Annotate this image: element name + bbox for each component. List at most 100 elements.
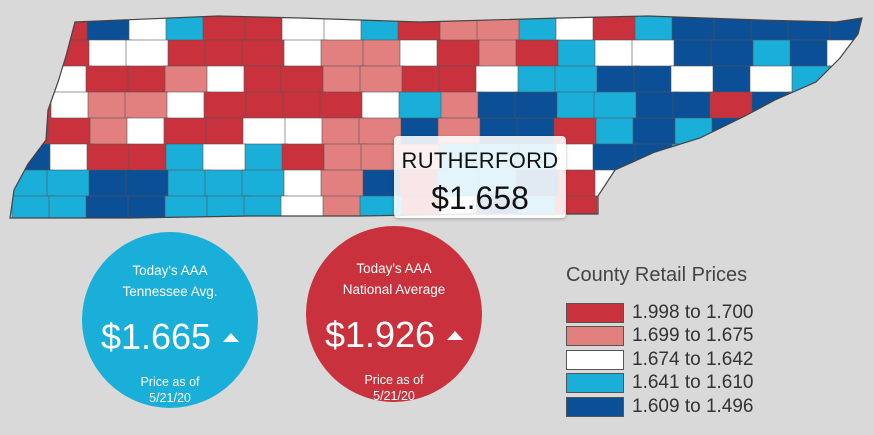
county-shape[interactable] xyxy=(361,91,406,121)
county-shape[interactable] xyxy=(86,14,131,43)
county-shape[interactable] xyxy=(750,143,795,173)
county-shape[interactable] xyxy=(281,143,326,173)
county-shape[interactable] xyxy=(320,169,365,199)
county-shape[interactable] xyxy=(478,39,523,69)
county-shape[interactable] xyxy=(829,14,873,43)
county-shape[interactable] xyxy=(710,39,755,69)
county-shape[interactable] xyxy=(592,143,637,173)
county-shape[interactable] xyxy=(204,169,249,199)
county-shape[interactable] xyxy=(49,14,94,43)
county-shape[interactable] xyxy=(283,169,328,199)
county-shape[interactable] xyxy=(323,14,368,43)
county-shape[interactable] xyxy=(751,91,796,121)
county-shape[interactable] xyxy=(360,14,405,43)
county-shape[interactable] xyxy=(476,14,521,43)
county-shape[interactable] xyxy=(165,143,210,173)
county-shape[interactable] xyxy=(206,65,251,95)
county-shape[interactable] xyxy=(163,117,208,147)
county-shape[interactable] xyxy=(827,117,871,147)
county-shape[interactable] xyxy=(203,91,248,121)
county-shape[interactable] xyxy=(750,14,795,43)
county-shape[interactable] xyxy=(243,195,288,224)
county-shape[interactable] xyxy=(439,14,484,43)
county-shape[interactable] xyxy=(557,39,602,69)
county-shape[interactable] xyxy=(127,195,172,224)
county-shape[interactable] xyxy=(475,65,520,95)
county-shape[interactable] xyxy=(206,195,251,224)
county-shape[interactable] xyxy=(787,14,832,43)
county-shape[interactable] xyxy=(594,169,639,199)
county-shape[interactable] xyxy=(592,14,637,43)
county-shape[interactable] xyxy=(594,39,639,69)
county-shape[interactable] xyxy=(322,65,367,95)
county-shape[interactable] xyxy=(85,65,130,95)
county-shape[interactable] xyxy=(88,169,133,199)
county-shape[interactable] xyxy=(85,195,130,224)
county-shape[interactable] xyxy=(164,195,209,224)
county-shape[interactable] xyxy=(10,169,54,199)
county-shape[interactable] xyxy=(399,39,444,69)
county-shape[interactable] xyxy=(632,117,677,147)
county-shape[interactable] xyxy=(125,39,170,69)
county-shape[interactable] xyxy=(202,14,247,43)
county-shape[interactable] xyxy=(670,65,715,95)
county-shape[interactable] xyxy=(281,14,326,43)
county-shape[interactable] xyxy=(397,14,442,43)
county-shape[interactable] xyxy=(167,169,212,199)
county-shape[interactable] xyxy=(128,143,173,173)
county-shape[interactable] xyxy=(713,143,758,173)
county-shape[interactable] xyxy=(10,39,54,69)
county-shape[interactable] xyxy=(515,39,560,69)
county-shape[interactable] xyxy=(245,91,290,121)
county-shape[interactable] xyxy=(554,65,599,95)
county-shape[interactable] xyxy=(280,195,325,224)
county-shape[interactable] xyxy=(788,91,833,121)
county-shape[interactable] xyxy=(633,65,678,95)
county-shape[interactable] xyxy=(438,65,483,95)
county-shape[interactable] xyxy=(166,91,211,121)
county-shape[interactable] xyxy=(631,39,676,69)
county-shape[interactable] xyxy=(48,195,93,224)
county-shape[interactable] xyxy=(49,143,94,173)
county-shape[interactable] xyxy=(124,91,169,121)
county-shape[interactable] xyxy=(748,117,793,147)
county-shape[interactable] xyxy=(165,14,210,43)
county-shape[interactable] xyxy=(556,91,601,121)
county-shape[interactable] xyxy=(125,169,170,199)
county-shape[interactable] xyxy=(595,117,640,147)
county-shape[interactable] xyxy=(241,169,286,199)
county-shape[interactable] xyxy=(323,143,368,173)
county-shape[interactable] xyxy=(283,39,328,69)
county-shape[interactable] xyxy=(401,65,446,95)
county-shape[interactable] xyxy=(46,169,91,199)
county-shape[interactable] xyxy=(440,91,485,121)
county-shape[interactable] xyxy=(127,65,172,95)
county-shape[interactable] xyxy=(829,143,873,173)
county-shape[interactable] xyxy=(244,14,289,43)
county-shape[interactable] xyxy=(673,39,718,69)
county-shape[interactable] xyxy=(128,14,173,43)
county-shape[interactable] xyxy=(9,91,53,121)
county-shape[interactable] xyxy=(8,14,52,43)
county-shape[interactable] xyxy=(8,143,52,173)
county-shape[interactable] xyxy=(828,65,872,95)
county-shape[interactable] xyxy=(635,91,680,121)
county-shape[interactable] xyxy=(514,91,559,121)
county-shape[interactable] xyxy=(634,14,679,43)
county-shape[interactable] xyxy=(89,117,134,147)
county-shape[interactable] xyxy=(244,143,289,173)
county-shape[interactable] xyxy=(790,117,835,147)
county-shape[interactable] xyxy=(204,39,249,69)
county-shape[interactable] xyxy=(436,39,481,69)
county-shape[interactable] xyxy=(596,65,641,95)
county-shape[interactable] xyxy=(749,65,794,95)
county-shape[interactable] xyxy=(86,143,131,173)
county-shape[interactable] xyxy=(752,39,797,69)
county-shape[interactable] xyxy=(398,91,443,121)
county-shape[interactable] xyxy=(47,117,92,147)
county-shape[interactable] xyxy=(713,14,758,43)
county-shape[interactable] xyxy=(319,91,364,121)
county-shape[interactable] xyxy=(241,39,286,69)
county-shape[interactable] xyxy=(672,91,717,121)
county-shape[interactable] xyxy=(477,91,522,121)
